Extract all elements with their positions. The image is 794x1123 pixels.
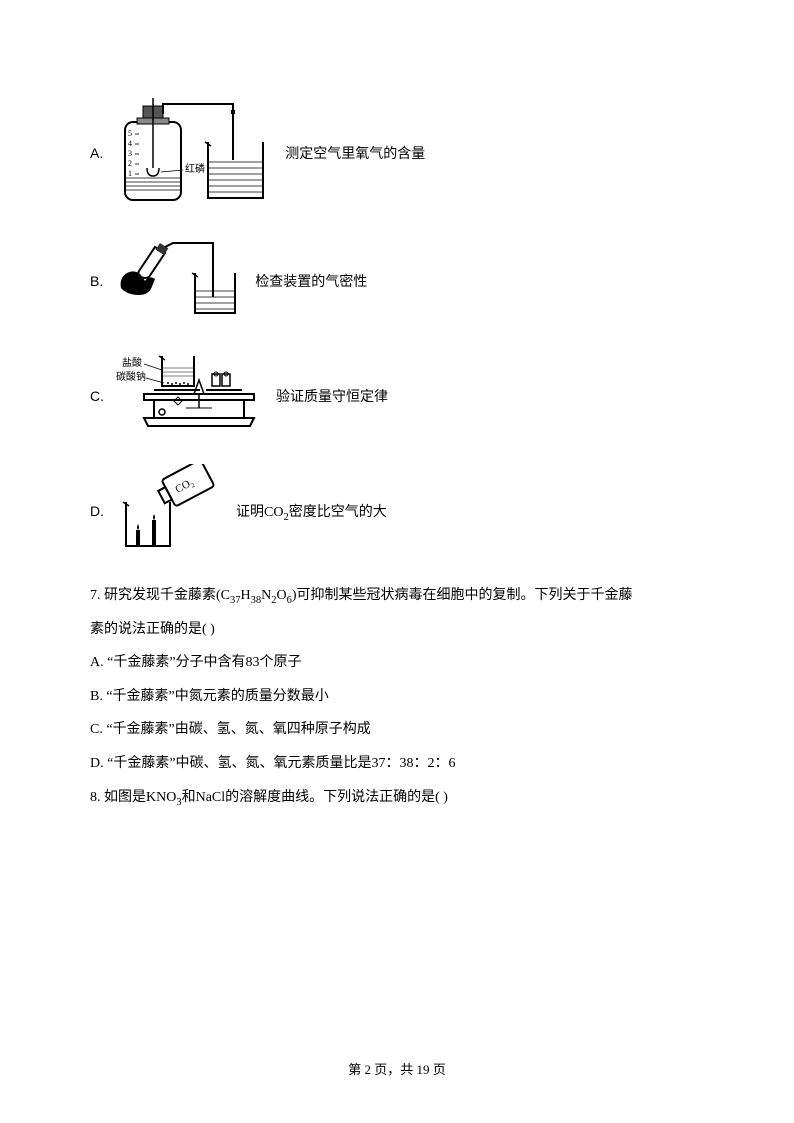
- footer-text: 第 2 页，共 19 页: [348, 1062, 446, 1077]
- tube-beaker-icon: [113, 233, 243, 323]
- page-footer: 第 2 页，共 19 页: [0, 1059, 794, 1078]
- q7-choice-b: B. “千金藤素”中氮元素的质量分数最小: [90, 680, 704, 714]
- svg-text:3: 3: [128, 149, 132, 158]
- question-7: 7. 研究发现千金藤素(C37H38N2O6)可抑制某些冠状病毒在细胞中的复制。…: [90, 579, 704, 781]
- option-d-row: D. CO₂ 证明CO2密度比空气的大: [90, 464, 704, 557]
- option-b-row: B. 检查装置的气密性: [90, 233, 704, 328]
- diagram-c: 盐酸 碳酸钠: [114, 346, 264, 446]
- option-a-row: A. 5 4 3 2 1: [90, 90, 704, 215]
- q7-stem: 7. 研究发现千金藤素(C37H38N2O6)可抑制某些冠状病毒在细胞中的复制。…: [90, 579, 704, 613]
- flask-phosphorus-icon: 5 4 3 2 1: [113, 90, 273, 210]
- diagram-b: [113, 233, 243, 328]
- q7-stem-line1: 研究发现千金藤素(C37H38N2O6)可抑制某些冠状病毒在细胞中的复制。下列关…: [104, 588, 633, 603]
- svg-text:盐酸: 盐酸: [122, 356, 142, 369]
- option-d-label: D.: [90, 503, 104, 519]
- option-b-text: 检查装置的气密性: [255, 271, 367, 291]
- svg-text:碳酸钠: 碳酸钠: [116, 370, 146, 383]
- option-d-text: 证明CO2密度比空气的大: [236, 501, 387, 521]
- svg-text:1: 1: [128, 169, 132, 178]
- diagram-d: CO₂: [114, 464, 224, 557]
- option-a-label: A.: [90, 145, 103, 161]
- q7-number: 7.: [90, 588, 101, 603]
- option-a-text: 测定空气里氧气的含量: [285, 143, 425, 163]
- balance-icon: 盐酸 碳酸钠: [114, 346, 264, 441]
- question-8: 8. 如图是KNO3和NaCl的溶解度曲线。下列说法正确的是( ): [90, 781, 704, 815]
- svg-text:红磷: 红磷: [185, 162, 205, 175]
- svg-text:CO₂: CO₂: [173, 476, 196, 496]
- q7-choice-c: C. “千金藤素”由碳、氢、氮、氧四种原子构成: [90, 713, 704, 747]
- option-c-row: C. 盐酸 碳酸钠: [90, 346, 704, 446]
- q7-choice-a: A. “千金藤素”分子中含有83个原子: [90, 646, 704, 680]
- option-c-text: 验证质量守恒定律: [276, 386, 388, 406]
- q8-stem-text: 如图是KNO3和NaCl的溶解度曲线。下列说法正确的是( ): [104, 790, 448, 805]
- svg-text:5: 5: [128, 129, 132, 138]
- svg-text:2: 2: [128, 159, 132, 168]
- q7-stem-line2: 素的说法正确的是( ): [90, 613, 704, 647]
- option-b-label: B.: [90, 273, 103, 289]
- q7-choice-d: D. “千金藤素”中碳、氢、氮、氧元素质量比是37：38：2：6: [90, 747, 704, 781]
- co2-pour-icon: CO₂: [114, 464, 224, 552]
- diagram-a: 5 4 3 2 1: [113, 90, 273, 215]
- q8-stem: 8. 如图是KNO3和NaCl的溶解度曲线。下列说法正确的是( ): [90, 781, 704, 815]
- option-c-label: C.: [90, 388, 104, 404]
- svg-text:4: 4: [128, 139, 132, 148]
- q8-number: 8.: [90, 790, 101, 805]
